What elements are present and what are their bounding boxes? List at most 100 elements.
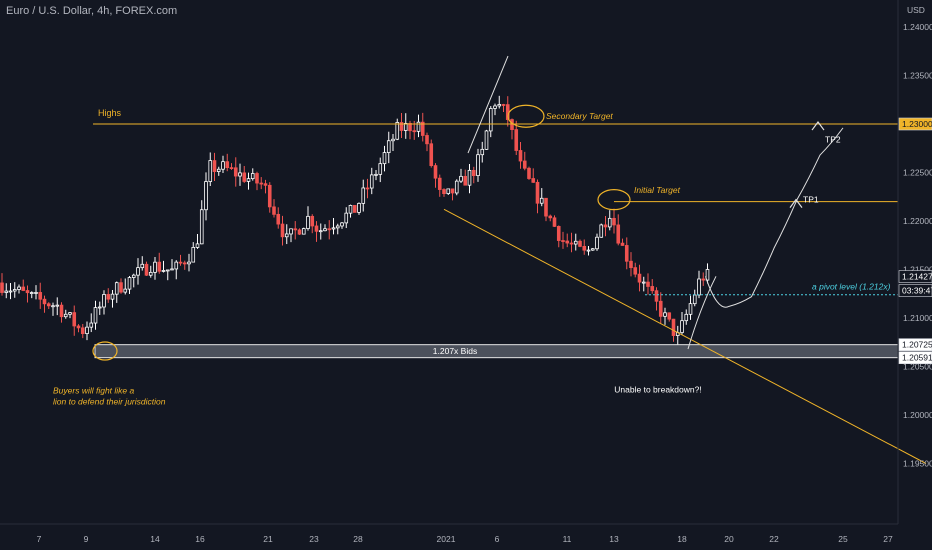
candle-body <box>450 188 455 194</box>
candle-body <box>259 182 264 185</box>
candle-body <box>199 209 204 245</box>
candle-body <box>573 240 578 245</box>
candle-body <box>80 327 85 335</box>
candle-body <box>174 261 179 270</box>
candle-body <box>157 261 162 272</box>
candle-body <box>165 269 170 272</box>
candle-body <box>38 292 43 300</box>
rising-trendline <box>467 55 509 154</box>
candle-body <box>327 228 332 231</box>
candle-body <box>229 167 234 170</box>
candle-body <box>667 312 672 320</box>
candle-body <box>4 290 9 293</box>
candle-body <box>514 129 519 151</box>
candle-body <box>697 278 701 296</box>
candle-body <box>352 205 357 213</box>
candle-body <box>527 167 531 179</box>
candle-body <box>170 268 174 271</box>
candle-body <box>161 270 166 272</box>
candle-body <box>276 213 281 225</box>
candle-body <box>658 300 663 317</box>
candle-body <box>318 230 323 233</box>
countdown-tag-bg <box>898 284 932 297</box>
candle-body <box>429 143 434 166</box>
candle-body <box>612 217 616 226</box>
tp1-label: TP1 <box>803 195 819 205</box>
candle-body <box>136 267 140 276</box>
candle-body <box>17 286 21 290</box>
candle-body <box>578 240 582 247</box>
candle-body <box>293 228 298 231</box>
candle-body <box>416 121 421 132</box>
zone-top-tag: 1.20725 <box>902 340 932 350</box>
candle-body <box>21 286 26 291</box>
candle-body <box>357 202 361 213</box>
bids-zone <box>94 344 899 359</box>
price-tick-label: 1.24000 <box>903 22 932 32</box>
candle-body <box>620 242 625 246</box>
candle-body <box>510 119 514 130</box>
candle-body <box>348 205 353 214</box>
candle-body <box>25 290 30 294</box>
candle-body <box>493 105 497 109</box>
candle-body <box>582 245 587 251</box>
price-tick-label: 1.21500 <box>903 265 932 275</box>
candle-body <box>289 228 293 235</box>
candle-body <box>654 290 659 302</box>
candle-body <box>446 188 451 195</box>
candle-body <box>68 312 72 315</box>
projection-path <box>705 127 844 308</box>
candle-body <box>382 152 387 165</box>
candle-body <box>590 248 595 251</box>
candle-body <box>497 104 502 107</box>
candle-body <box>595 236 599 250</box>
candle-body <box>467 169 472 186</box>
candle-body <box>280 223 285 238</box>
candle-body <box>233 167 238 177</box>
candle-body <box>646 281 650 287</box>
candle-body <box>208 160 213 182</box>
initial-target-ellipse <box>597 189 631 211</box>
candle-body <box>93 307 98 324</box>
candle-body <box>378 163 383 175</box>
candle-body <box>335 225 340 229</box>
candle-body <box>599 224 604 238</box>
candle-body <box>46 303 51 307</box>
candle-body <box>535 181 540 204</box>
candle-body <box>454 180 459 194</box>
candle-body <box>55 304 60 307</box>
candle-body <box>297 229 302 235</box>
current-price-tag-bg <box>898 270 932 283</box>
candle-body <box>637 273 642 283</box>
candle-body <box>484 130 489 150</box>
candle-body <box>89 322 94 328</box>
zone-bottom-tag-bg <box>898 351 932 364</box>
candle-body <box>127 277 132 290</box>
initial-target-label: Initial Target <box>634 185 681 195</box>
candle-body <box>225 161 230 169</box>
candle-body <box>110 293 115 300</box>
candle-body <box>314 225 319 232</box>
candle-body <box>663 312 667 317</box>
candle-body <box>565 240 570 244</box>
candle-body <box>119 282 123 293</box>
time-tick-label: 21 <box>263 534 273 544</box>
candle-body <box>131 274 136 278</box>
candle-body <box>340 222 344 227</box>
candle-body <box>255 173 259 184</box>
candle-body <box>178 261 183 264</box>
candle-body <box>561 240 565 242</box>
candle-body <box>140 263 145 269</box>
countdown-tag: 03:39:47 <box>902 286 932 296</box>
candle-body <box>195 243 200 248</box>
candle-body <box>701 278 706 281</box>
candle-body <box>42 298 47 305</box>
candle-body <box>705 269 710 281</box>
candle-body <box>106 294 111 300</box>
candle-body <box>586 249 591 252</box>
recent-rise-path <box>687 276 717 350</box>
candle-body <box>408 122 412 132</box>
candle-body <box>284 233 289 238</box>
candle-body <box>403 122 408 131</box>
